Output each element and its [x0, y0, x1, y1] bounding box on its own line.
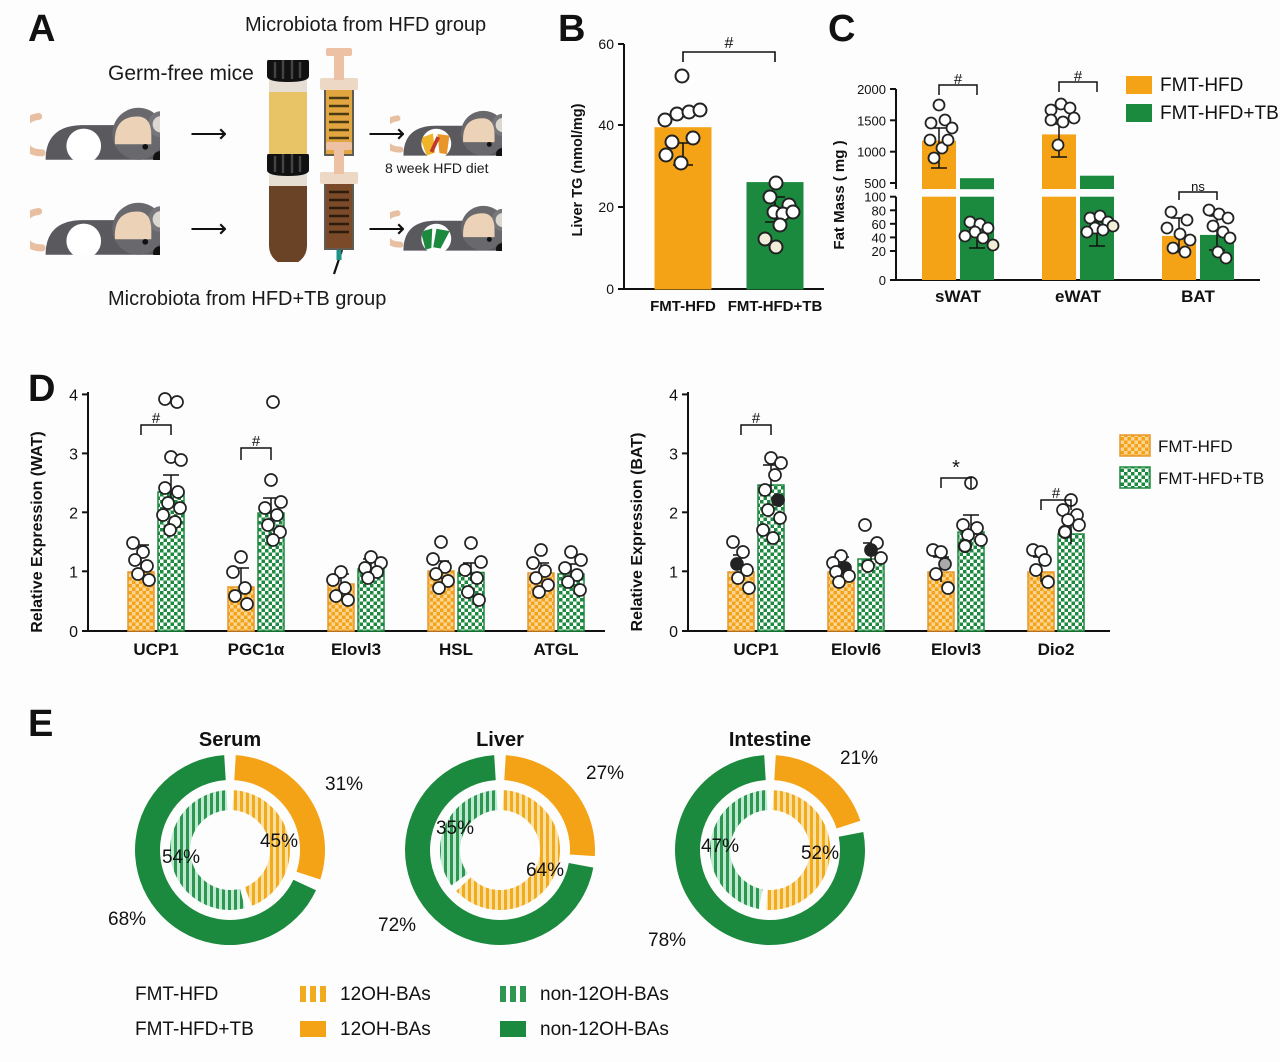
- svg-text:#: #: [1052, 485, 1061, 502]
- svg-text:Relative Expression (WAT): Relative Expression (WAT): [29, 431, 46, 633]
- svg-text:1: 1: [669, 564, 678, 581]
- svg-text:35%: 35%: [436, 818, 474, 839]
- svg-text:1: 1: [69, 564, 78, 581]
- svg-text:FMT-HFD: FMT-HFD: [650, 298, 716, 315]
- svg-text:non-12OH-BAs: non-12OH-BAs: [540, 1019, 669, 1040]
- svg-text:FMT-HFD: FMT-HFD: [135, 984, 218, 1005]
- svg-text:UCP1: UCP1: [733, 640, 778, 659]
- svg-text:ns: ns: [1191, 179, 1205, 194]
- svg-text:20: 20: [872, 244, 886, 259]
- svg-text:2: 2: [69, 505, 78, 522]
- svg-text:2: 2: [669, 505, 678, 522]
- svg-text:#: #: [1074, 68, 1083, 85]
- svg-text:ATGL: ATGL: [533, 640, 578, 659]
- svg-text:UCP1: UCP1: [133, 640, 178, 659]
- svg-text:eWAT: eWAT: [1055, 287, 1102, 306]
- svg-text:0: 0: [606, 281, 614, 297]
- svg-text:BAT: BAT: [1181, 287, 1215, 306]
- svg-text:4: 4: [669, 387, 678, 404]
- svg-text:0: 0: [669, 624, 678, 641]
- svg-text:#: #: [252, 433, 261, 450]
- svg-text:Elovl3: Elovl3: [331, 640, 381, 659]
- svg-text:FMT-HFD+TB: FMT-HFD+TB: [728, 298, 823, 315]
- svg-text:FMT-HFD: FMT-HFD: [1160, 75, 1243, 96]
- svg-text:Relative Expression (BAT): Relative Expression (BAT): [629, 433, 646, 632]
- svg-text:12OH-BAs: 12OH-BAs: [340, 1019, 431, 1040]
- svg-text:68%: 68%: [108, 909, 146, 930]
- svg-text:*: *: [952, 457, 960, 479]
- svg-text:1500: 1500: [857, 113, 886, 128]
- svg-text:31%: 31%: [325, 774, 363, 795]
- svg-text:60: 60: [598, 36, 614, 52]
- svg-text:21%: 21%: [840, 748, 878, 769]
- svg-text:Liver TG (nmol/mg): Liver TG (nmol/mg): [570, 103, 586, 236]
- svg-text:sWAT: sWAT: [935, 287, 982, 306]
- svg-text:78%: 78%: [648, 930, 686, 951]
- svg-text:Fat Mass ( mg ): Fat Mass ( mg ): [831, 140, 848, 249]
- svg-text:HSL: HSL: [439, 640, 473, 659]
- svg-text:FMT-HFD+TB: FMT-HFD+TB: [1160, 103, 1279, 124]
- svg-text:PGC1α: PGC1α: [228, 640, 285, 659]
- svg-text:#: #: [752, 410, 761, 427]
- svg-text:3: 3: [669, 446, 678, 463]
- svg-text:3: 3: [69, 446, 78, 463]
- svg-text:FMT-HFD+TB: FMT-HFD+TB: [1158, 469, 1264, 488]
- svg-text:72%: 72%: [378, 915, 416, 936]
- svg-text:0: 0: [879, 273, 886, 288]
- svg-text:52%: 52%: [801, 843, 839, 864]
- svg-text:#: #: [152, 410, 161, 427]
- svg-text:64%: 64%: [526, 860, 564, 881]
- svg-text:non-12OH-BAs: non-12OH-BAs: [540, 984, 669, 1005]
- svg-text:4: 4: [69, 387, 78, 404]
- svg-text:40: 40: [598, 117, 614, 133]
- svg-text:Intestine: Intestine: [729, 729, 811, 751]
- svg-text:27%: 27%: [586, 763, 624, 784]
- svg-text:47%: 47%: [701, 836, 739, 857]
- svg-text:Serum: Serum: [199, 729, 261, 751]
- svg-text:54%: 54%: [162, 847, 200, 868]
- svg-text:FMT-HFD: FMT-HFD: [1158, 437, 1233, 456]
- svg-text:2000: 2000: [857, 82, 886, 97]
- svg-text:1000: 1000: [857, 145, 886, 160]
- svg-text:12OH-BAs: 12OH-BAs: [340, 984, 431, 1005]
- svg-text:0: 0: [69, 624, 78, 641]
- svg-text:Liver: Liver: [476, 729, 524, 751]
- svg-text:Elovl3: Elovl3: [931, 640, 981, 659]
- svg-text:FMT-HFD+TB: FMT-HFD+TB: [135, 1019, 254, 1040]
- svg-text:20: 20: [598, 199, 614, 215]
- svg-text:#: #: [725, 35, 734, 52]
- svg-text:#: #: [954, 71, 963, 88]
- svg-text:45%: 45%: [260, 831, 298, 852]
- svg-text:Elovl6: Elovl6: [831, 640, 881, 659]
- svg-text:Dio2: Dio2: [1038, 640, 1075, 659]
